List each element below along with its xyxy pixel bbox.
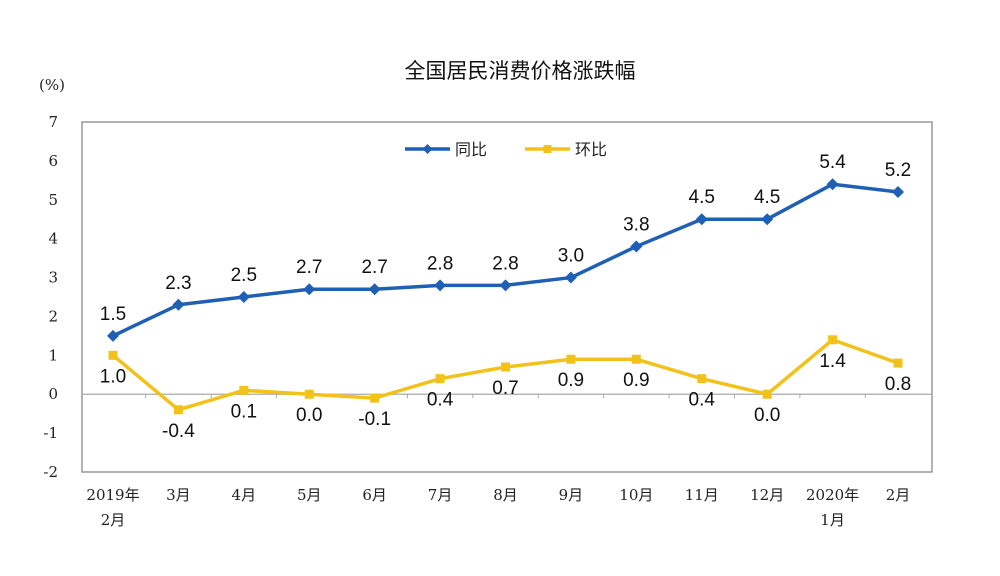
data-point	[237, 291, 250, 303]
data-point	[630, 240, 643, 253]
data-point	[761, 213, 774, 226]
legend-label: 同比	[455, 140, 487, 159]
y-tick-label: -1	[43, 424, 58, 442]
data-label: 0.8	[885, 374, 911, 395]
data-label: 2.8	[427, 253, 453, 274]
legend-marker	[543, 145, 552, 153]
x-tick-label: 2月	[886, 486, 911, 504]
data-point	[499, 279, 512, 292]
data-point	[828, 335, 838, 345]
legend-marker	[422, 144, 433, 154]
data-point	[566, 354, 576, 364]
x-tick-label: 12月	[750, 486, 784, 504]
data-point	[434, 279, 447, 292]
data-label: 4.5	[754, 187, 780, 208]
data-label: 0.1	[231, 401, 257, 422]
data-label: 3.8	[623, 214, 649, 235]
data-label: 2.8	[492, 253, 518, 274]
data-label: -0.4	[162, 421, 195, 442]
data-label: 0.0	[296, 405, 322, 426]
data-point	[893, 358, 903, 368]
data-point	[239, 385, 249, 395]
x-tick-label: 2019年	[86, 486, 139, 504]
data-point	[108, 350, 118, 360]
x-tick-label: 9月	[559, 486, 584, 504]
data-point	[501, 362, 510, 372]
y-tick-label: 1	[48, 346, 58, 364]
y-tick-label: 2	[48, 307, 58, 325]
data-point	[631, 354, 641, 364]
data-point	[826, 178, 839, 191]
y-tick-label: 0	[48, 385, 58, 403]
x-tick-label: 3月	[166, 486, 191, 504]
y-tick-label: 7	[48, 113, 58, 131]
data-point	[173, 405, 183, 415]
data-label: 1.0	[100, 366, 126, 387]
x-tick-label: 11月	[685, 486, 719, 504]
data-label: 2.7	[361, 257, 387, 278]
data-label: 5.4	[819, 152, 846, 173]
data-point	[304, 389, 314, 399]
data-label: 0.9	[558, 370, 584, 391]
y-tick-label: -2	[43, 463, 58, 481]
data-point	[762, 389, 772, 399]
x-tick-label: 10月	[619, 486, 653, 504]
data-point	[107, 329, 119, 342]
data-point	[435, 374, 445, 384]
data-label: 0.7	[492, 378, 518, 399]
data-label: 0.0	[754, 405, 780, 426]
plot-area	[81, 121, 933, 473]
data-label: 2.3	[165, 273, 191, 294]
y-tick-label: 5	[48, 191, 58, 209]
data-label: 2.7	[296, 257, 322, 278]
x-tick-label: 1月	[820, 511, 845, 529]
x-tick-label: 7月	[428, 486, 453, 504]
data-label: 0.9	[623, 370, 649, 391]
data-label: 3.0	[558, 246, 584, 267]
data-point	[564, 271, 577, 284]
x-tick-label: 8月	[493, 486, 518, 504]
data-label: -0.1	[358, 409, 391, 430]
data-point	[368, 283, 381, 296]
x-tick-label: 6月	[362, 486, 387, 504]
y-tick-label: 4	[48, 230, 58, 248]
y-tick-label: 6	[48, 152, 58, 170]
x-tick-label: 2月	[101, 511, 126, 529]
chart-title: 全国居民消费价格涨跌幅	[405, 59, 636, 83]
data-label: 5.2	[885, 160, 911, 181]
data-point	[892, 186, 904, 198]
data-label: 1.4	[819, 351, 846, 372]
data-point	[370, 393, 380, 403]
y-tick-label: 3	[48, 269, 58, 287]
legend-label: 环比	[575, 140, 607, 159]
data-label: 4.5	[689, 187, 715, 208]
data-label: 2.5	[231, 265, 257, 286]
data-point	[303, 283, 316, 296]
data-label: 1.5	[100, 304, 126, 325]
data-point	[172, 298, 185, 311]
x-tick-label: 2020年	[806, 486, 859, 504]
x-tick-label: 4月	[232, 486, 257, 504]
y-axis-unit: (%)	[39, 76, 65, 94]
data-label: 0.4	[427, 390, 454, 411]
data-point	[697, 374, 707, 384]
x-tick-label: 5月	[297, 486, 322, 504]
data-label: 0.4	[689, 390, 716, 411]
data-point	[695, 213, 708, 226]
